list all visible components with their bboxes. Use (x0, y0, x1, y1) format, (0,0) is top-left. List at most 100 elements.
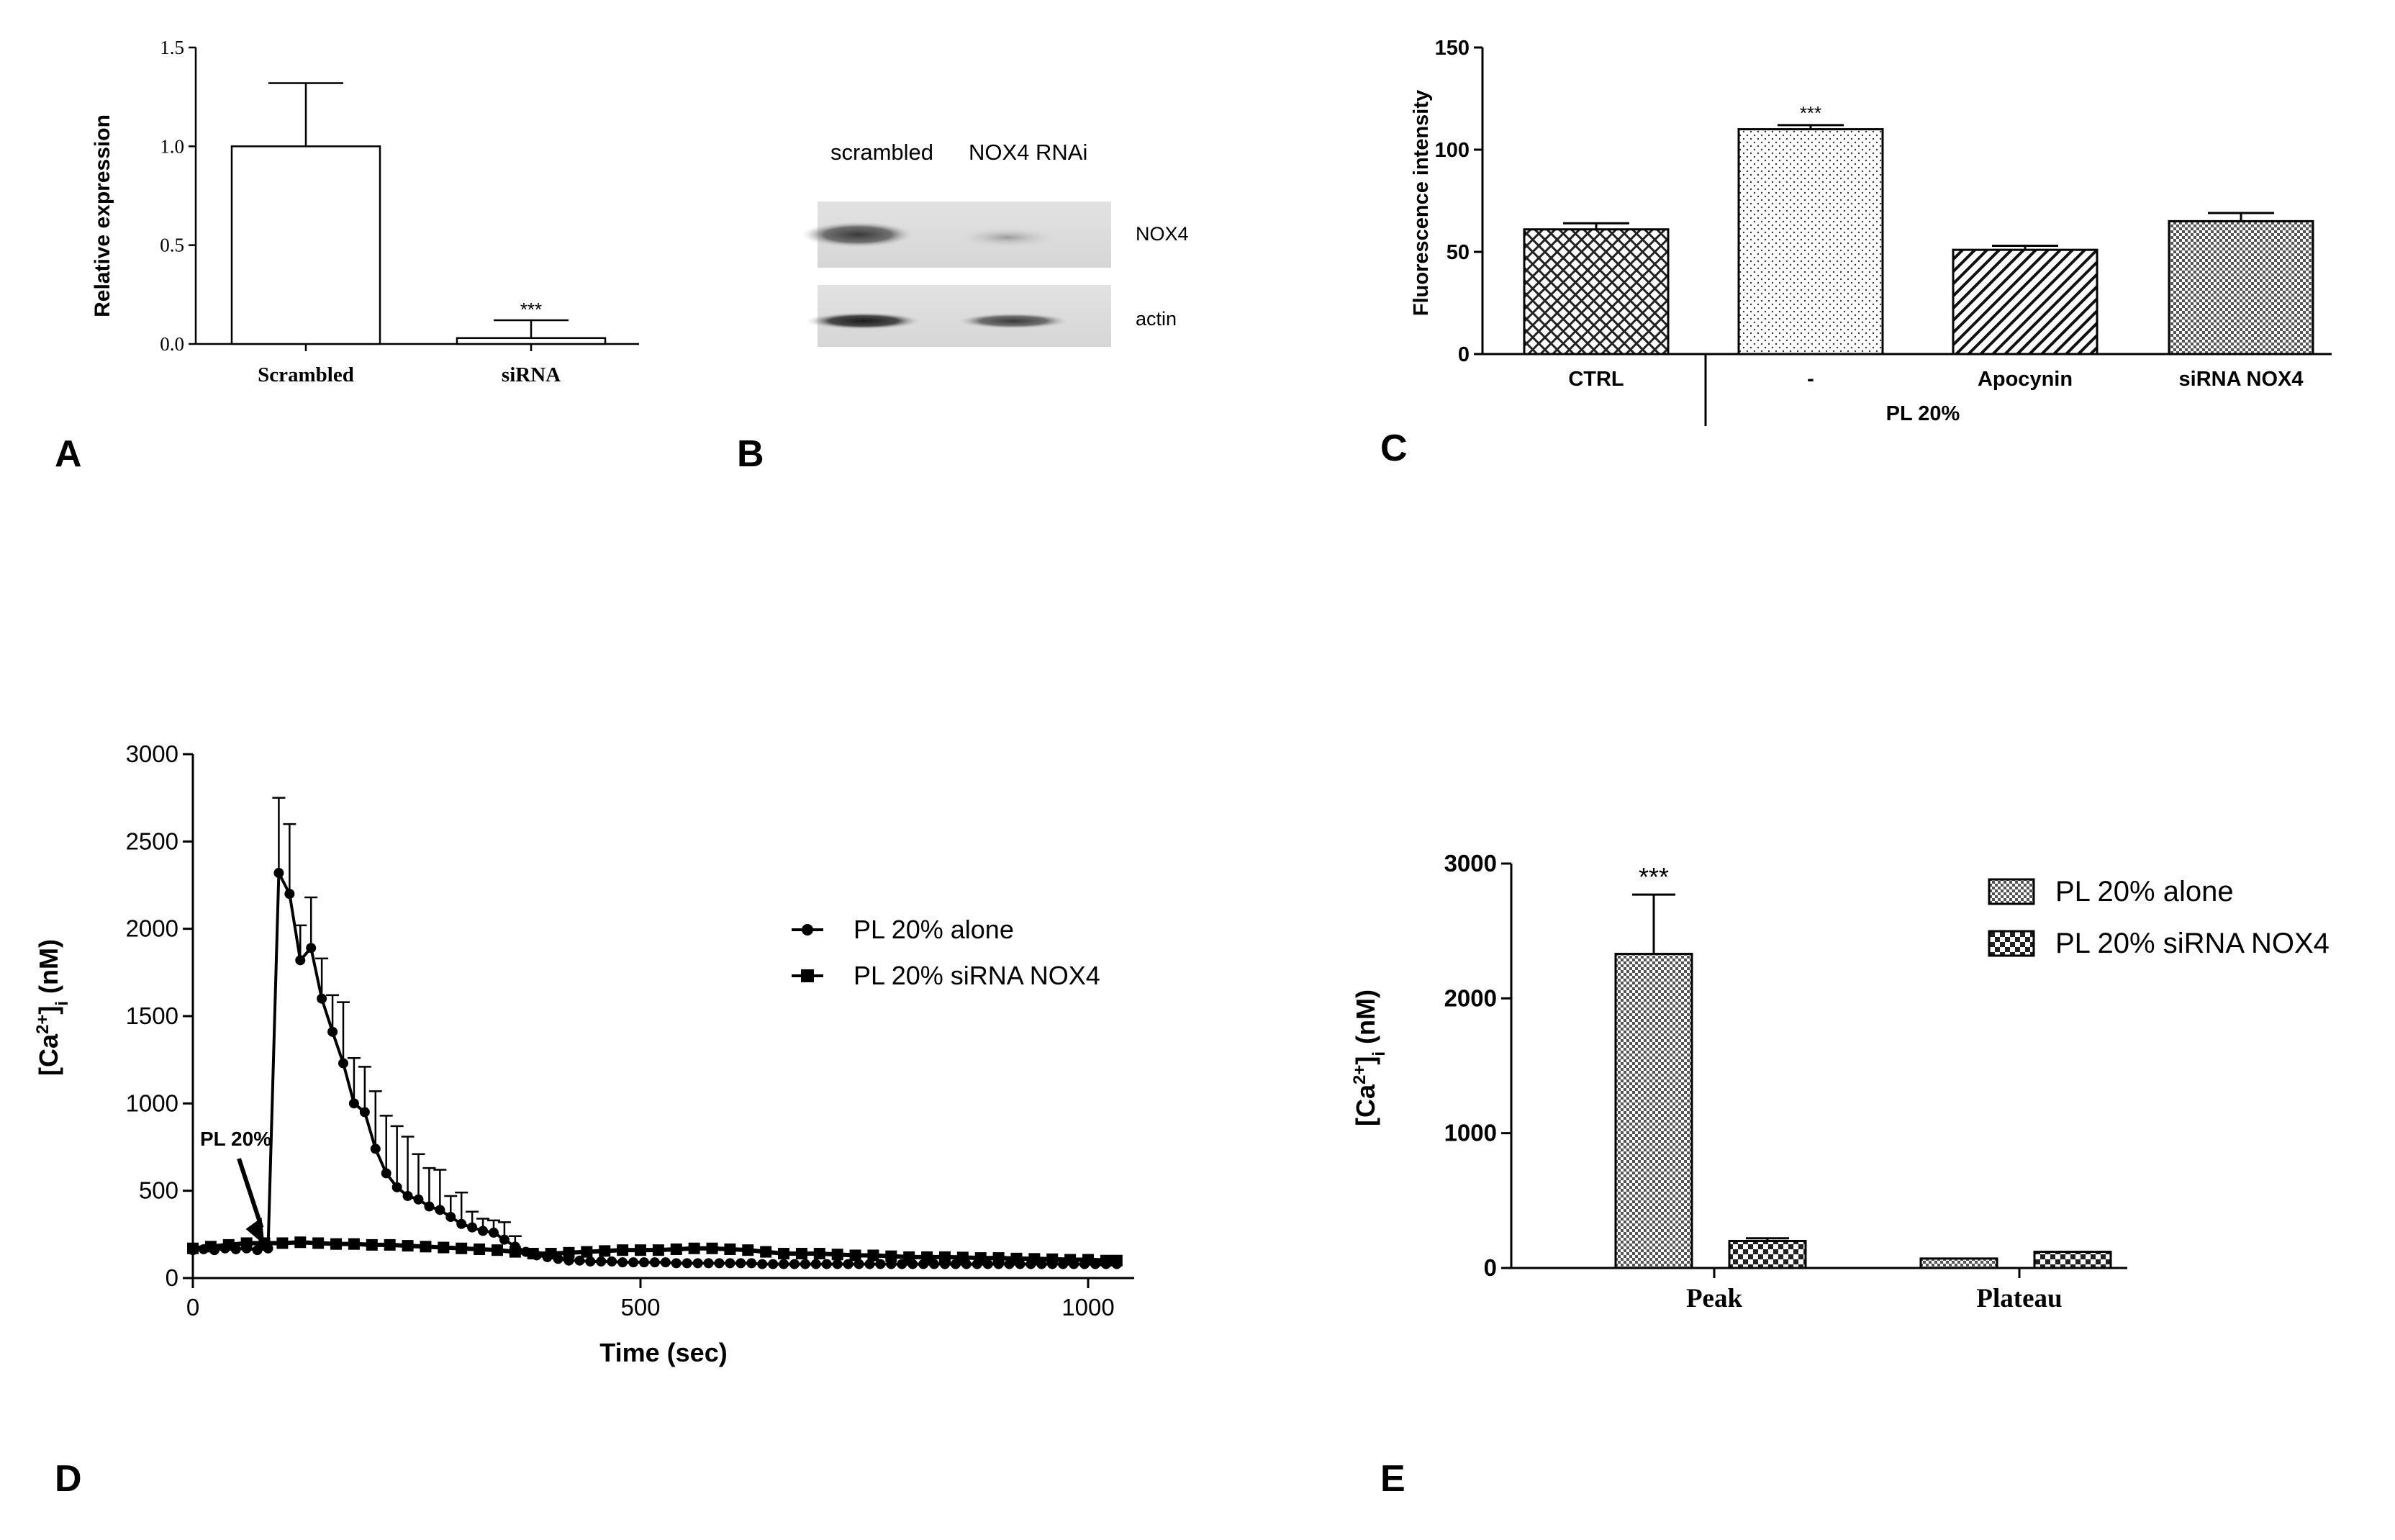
panel-c-ytick-label: 0 (1458, 343, 1470, 366)
panel-d-point-pl-20-alone (757, 1259, 768, 1269)
panel-d-point-pl-20-alone (456, 1218, 467, 1229)
panel-c-ytick-label: 100 (1435, 139, 1470, 162)
panel-e-ylabel: [Ca2+]i (nM) (1350, 989, 1389, 1126)
panel-d-point-pl-20-alone (1079, 1259, 1090, 1269)
panel-d-point-pl-20-sirna-nox4 (867, 1249, 879, 1262)
blot-band-label-nox4: NOX4 (1136, 223, 1189, 245)
panel-d-point-pl-20-alone (1026, 1259, 1036, 1269)
blot-lane-label-nox4-rnai: NOX4 RNAi (969, 140, 1087, 165)
panel-d-point-pl-20-alone (671, 1258, 682, 1269)
panel-d-point-pl-20-alone (810, 1259, 821, 1269)
panel-d-point-pl-20-sirna-nox4 (474, 1243, 486, 1255)
panel-c-ytick-label: 150 (1435, 37, 1470, 60)
panel-d-point-pl-20-alone (209, 1245, 219, 1256)
panel-d-point-pl-20-alone (961, 1259, 972, 1269)
panel-d-annotation-label: PL 20% (200, 1128, 271, 1150)
panel-e-ytick-label: 0 (1484, 1254, 1497, 1281)
panel-e-ylabel-mid: ] (1351, 1056, 1380, 1065)
panel-d-point-pl-20-sirna-nox4 (384, 1238, 396, 1251)
panel-d-point-pl-20-sirna-nox4 (456, 1242, 468, 1254)
panel-d-ylabel-sub: i (53, 1001, 72, 1006)
panel-d-point-pl-20-alone (617, 1257, 628, 1268)
panel-d-point-pl-20-alone (563, 1255, 574, 1266)
panel-d-point-pl-20-alone (531, 1250, 542, 1261)
panel-a-significance-label: *** (520, 299, 542, 320)
panel-d-point-pl-20-alone (188, 1245, 198, 1256)
panel-d-ytick-label: 1500 (126, 1002, 178, 1029)
panel-d-point-pl-20-alone (649, 1257, 660, 1268)
panel-d-point-pl-20-alone (854, 1259, 864, 1269)
panel-d-point-pl-20-alone (542, 1251, 553, 1262)
panel-d-point-pl-20-alone (735, 1258, 746, 1269)
blot-band-label-actin: actin (1136, 308, 1177, 330)
panel-d-ytick-label: 2000 (126, 915, 178, 942)
panel-d-point-pl-20-alone (306, 943, 317, 954)
panel-c-ytick-label: 50 (1446, 241, 1470, 264)
panel-c-group-label: PL 20% (1886, 402, 1960, 425)
panel-letter-b: B (737, 433, 764, 475)
panel-d-annotation-arrow-shaft (237, 1158, 264, 1228)
panel-d-point-pl-20-alone (381, 1168, 391, 1179)
panel-d-point-pl-20-alone (252, 1245, 263, 1256)
panel-d-point-pl-20-alone (338, 1058, 348, 1069)
panel-d-point-pl-20-alone (789, 1259, 800, 1269)
panel-d-point-pl-20-alone (1069, 1259, 1079, 1269)
panel-d-point-pl-20-alone (510, 1241, 520, 1252)
panel-d-point-pl-20-alone (1100, 1259, 1111, 1269)
panel-d-point-pl-20-sirna-nox4 (795, 1248, 807, 1260)
panel-a-ytick-label: 0.5 (160, 235, 184, 256)
panel-d-point-pl-20-sirna-nox4 (849, 1249, 861, 1262)
panel-e-xtick-label-plateau: Plateau (1976, 1284, 2062, 1313)
panel-d-point-pl-20-alone (295, 955, 306, 966)
panel-d-point-pl-20-alone (359, 1107, 370, 1118)
panel-e-legend-swatch-pl-20-alone (1988, 878, 2035, 905)
panel-d-point-pl-20-sirna-nox4 (563, 1246, 575, 1259)
panel-d-point-pl-20-alone (660, 1257, 671, 1268)
panel-d-point-pl-20-alone (628, 1257, 639, 1268)
panel-d-point-pl-20-alone (230, 1244, 241, 1254)
panel-d-legend-marker-pl-20-sirna-nox4 (801, 969, 814, 982)
panel-d-xlabel: Time (sec) (599, 1338, 727, 1367)
panel-d-point-pl-20-sirna-nox4 (688, 1242, 700, 1254)
panel-d-point-pl-20-alone (219, 1243, 230, 1254)
panel-d-point-pl-20-sirna-nox4 (294, 1236, 307, 1249)
panel-d-point-pl-20-sirna-nox4 (330, 1238, 343, 1250)
panel-d-point-pl-20-alone (284, 889, 295, 900)
panel-c-bar-sirna-nox4 (2168, 219, 2314, 355)
panel-a-ytick-label: 1.0 (160, 135, 184, 157)
panel-d-ytick-label: 1000 (126, 1090, 178, 1116)
panel-d-point-pl-20-sirna-nox4 (617, 1244, 629, 1256)
panel-e-ylabel-pre: [Ca (1351, 1084, 1380, 1126)
panel-d-ytick-label: 0 (166, 1264, 178, 1291)
panel-d-point-pl-20-alone (327, 1026, 338, 1037)
panel-d-point-pl-20-alone (703, 1258, 714, 1269)
panel-d-point-pl-20-alone (445, 1212, 456, 1223)
blot-band-nox4-rnai (957, 227, 1058, 248)
panel-e-significance-label: *** (1639, 862, 1669, 892)
panel-d-point-pl-20-alone (918, 1259, 929, 1269)
panel-d-point-pl-20-alone (520, 1246, 531, 1257)
panel-d-point-pl-20-sirna-nox4 (813, 1248, 825, 1260)
panel-d-ytick-label: 2500 (126, 828, 178, 854)
panel-d-point-pl-20-alone (553, 1254, 563, 1264)
panel-d-point-pl-20-sirna-nox4 (778, 1248, 790, 1260)
panel-c-bar-none (1737, 128, 1884, 355)
panel-d-point-pl-20-alone (939, 1259, 950, 1269)
panel-c-bar-ctrl (1523, 228, 1670, 355)
panel-e-ytick-label: 2000 (1444, 984, 1497, 1011)
panel-e-ytick-label: 3000 (1444, 850, 1497, 877)
panel-a-xtick-label-sirna: siRNA (502, 363, 561, 386)
panel-d-point-pl-20-sirna-nox4 (491, 1244, 503, 1256)
panel-d-point-pl-20-alone (982, 1259, 993, 1269)
panel-d-point-pl-20-sirna-nox4 (652, 1244, 664, 1256)
panel-letter-d: D (55, 1458, 82, 1500)
panel-d-point-pl-20-alone (1090, 1259, 1100, 1269)
panel-d-point-pl-20-sirna-nox4 (312, 1237, 325, 1249)
panel-letter-e: E (1380, 1458, 1405, 1500)
panel-d-point-pl-20-alone (241, 1243, 252, 1254)
panel-d-point-pl-20-alone (993, 1259, 1004, 1269)
panel-d-point-pl-20-alone (725, 1258, 735, 1269)
panel-d-point-pl-20-alone (897, 1259, 907, 1269)
panel-d-point-pl-20-sirna-nox4 (276, 1237, 289, 1249)
